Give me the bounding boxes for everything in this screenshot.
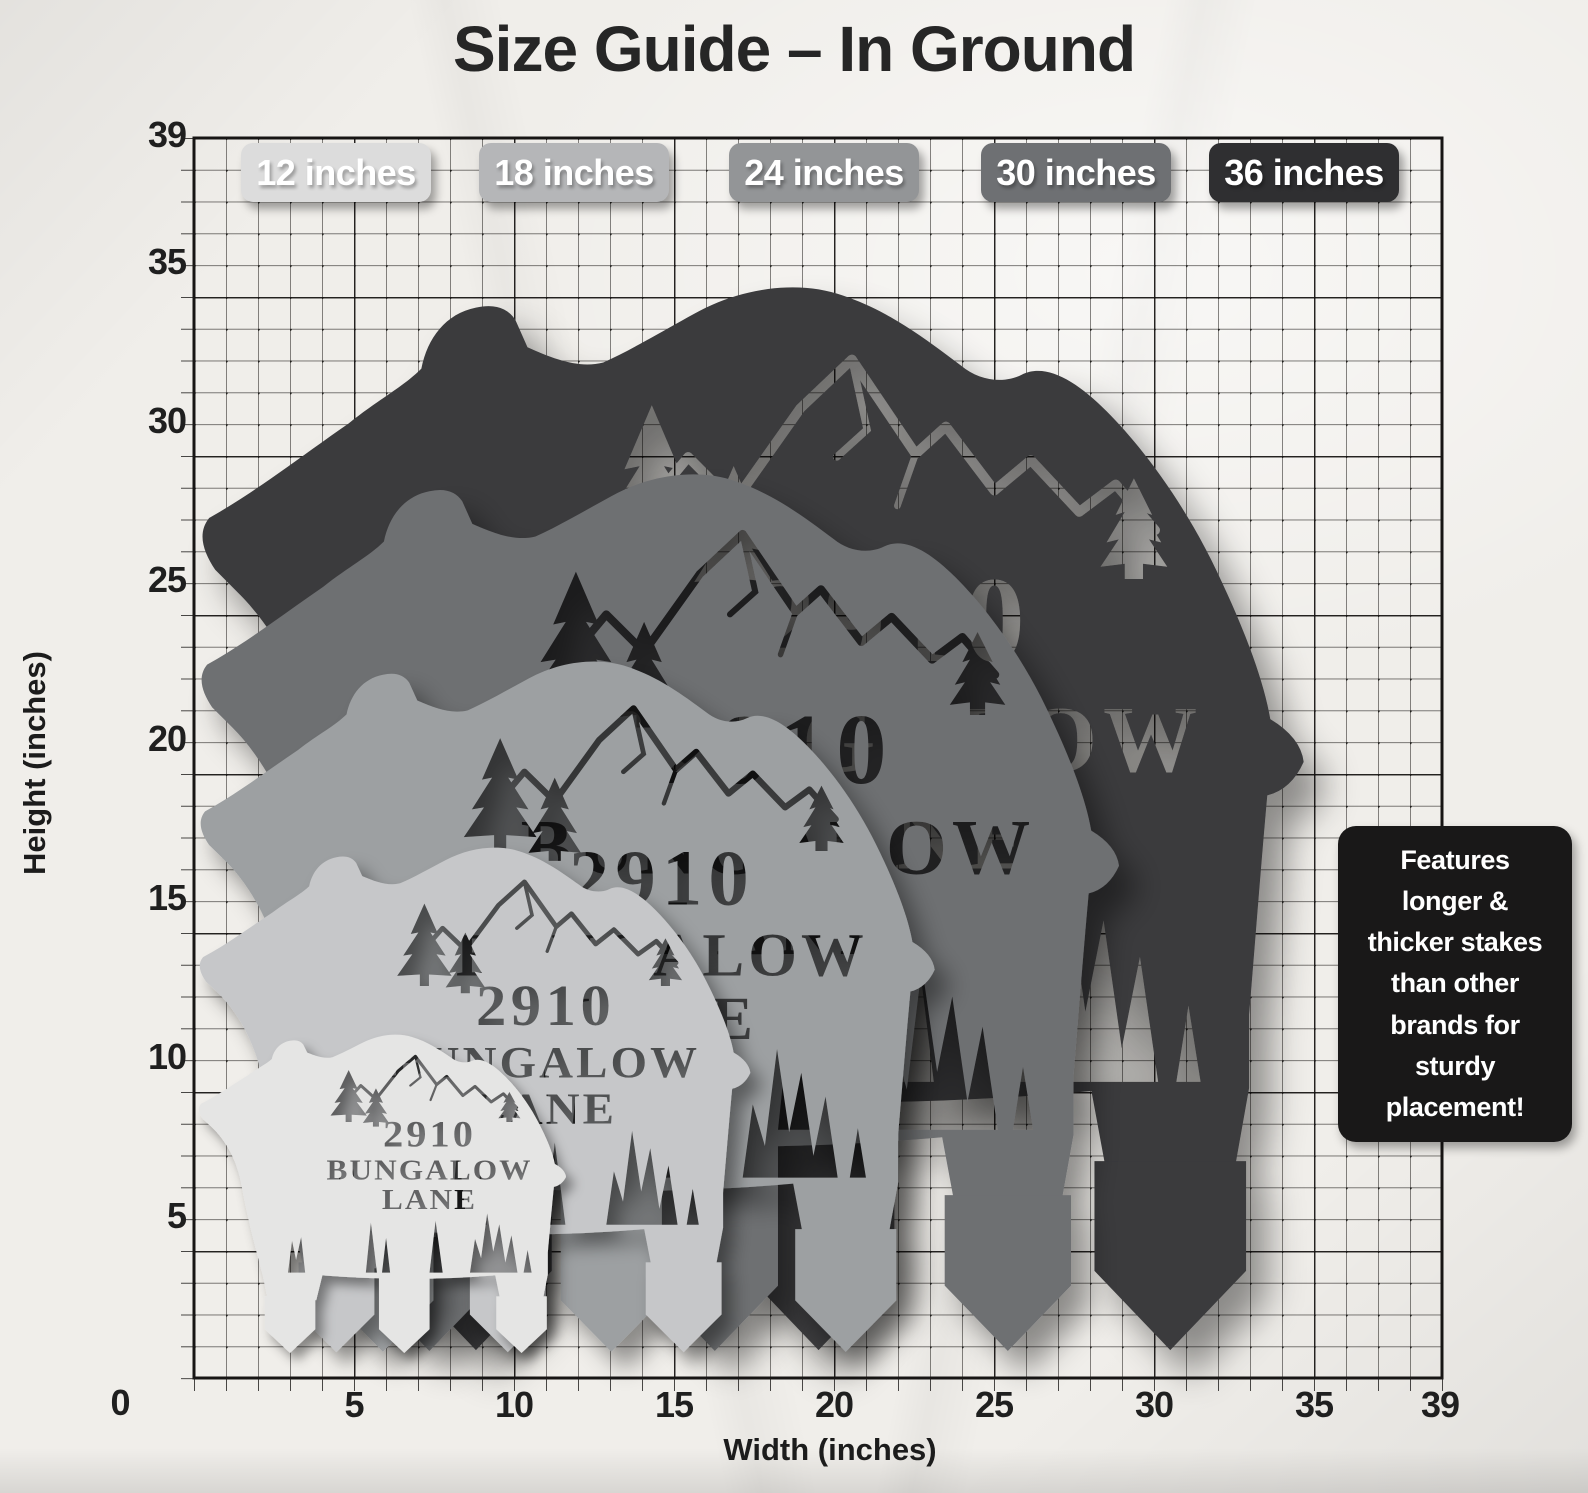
y-axis-title: Height (inches) <box>17 651 52 875</box>
y-tick-15: 15 <box>147 877 187 918</box>
origin-label: 0 <box>110 1382 130 1423</box>
x-tick-39: 39 <box>1420 1384 1460 1425</box>
bear-sign-stack <box>199 287 1304 1353</box>
y-tick-10: 10 <box>147 1036 187 1077</box>
size-badge-12-inches: 12 inches <box>241 143 431 202</box>
callout-line: sturdy <box>1414 1050 1496 1081</box>
callout-stakes-note: Features longer & thicker stakes than ot… <box>1338 826 1572 1142</box>
x-tick-30: 30 <box>1134 1384 1174 1425</box>
callout-line: brands for <box>1390 1009 1520 1040</box>
y-tick-25: 25 <box>147 559 187 600</box>
x-tick-20: 20 <box>814 1384 854 1425</box>
callout-line: longer & <box>1401 886 1509 917</box>
x-axis-ticks <box>194 1378 1444 1391</box>
size-badge-30-inches: 30 inches <box>981 143 1171 202</box>
size-badge-24-inches: 24 inches <box>729 143 919 202</box>
callout-line: thicker stakes <box>1367 927 1543 958</box>
y-tick-5: 5 <box>166 1195 187 1236</box>
callout-line: placement! <box>1385 1091 1525 1122</box>
x-tick-5: 5 <box>344 1384 364 1425</box>
x-tick-25: 25 <box>974 1384 1014 1425</box>
page-title: Size Guide – In Ground <box>452 13 1136 85</box>
callout-line: than other <box>1391 968 1519 999</box>
y-tick-39: 39 <box>147 114 187 155</box>
x-tick-10: 10 <box>494 1384 534 1425</box>
y-tick-30: 30 <box>147 400 187 441</box>
size-badge-18-inches: 18 inches <box>479 143 669 202</box>
y-tick-20: 20 <box>147 718 187 759</box>
x-axis-title: Width (inches) <box>723 1432 937 1467</box>
x-tick-35: 35 <box>1294 1384 1334 1425</box>
y-tick-35: 35 <box>147 241 187 282</box>
x-tick-15: 15 <box>654 1384 694 1425</box>
callout-line: Features <box>1400 845 1510 876</box>
size-badge-36-inches: 36 inches <box>1209 143 1399 202</box>
y-axis-ticks <box>181 138 194 1380</box>
